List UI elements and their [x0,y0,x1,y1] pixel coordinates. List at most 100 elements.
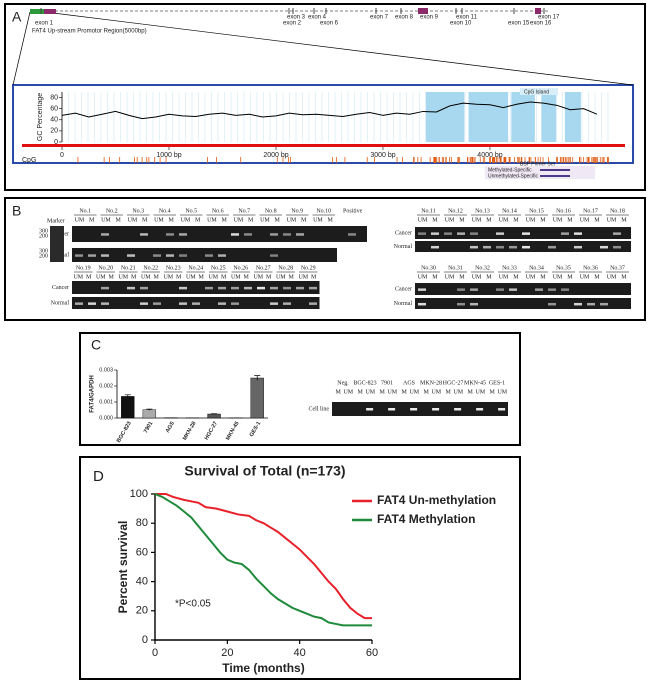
error-bar [211,413,218,415]
unmethylated-label: Unmethylated-Specific [488,173,539,179]
lane-label: M [115,217,121,223]
gel-band [166,254,174,257]
lane-label: M [621,274,627,280]
lane-label: UM [499,217,509,223]
lane-label: UM [365,389,375,395]
gel-band [140,286,148,290]
sample-label: No.4 [159,208,171,214]
lane-label: M [168,217,174,223]
lane-label: M [540,274,546,280]
gel-band [205,286,213,290]
gel-band [348,233,356,236]
lane-label: M [89,217,95,223]
sample-label: No.3 [132,208,144,214]
lane-label: M [357,389,363,395]
gel-band [101,302,109,305]
lane-label: UM [343,389,353,395]
gel-band [231,302,239,305]
lane-label: M [467,389,473,395]
lane-label: M [401,389,407,395]
lane-label: M [594,274,600,280]
exon-label: exon 2 [283,21,302,27]
zoom-line [12,11,31,86]
lane-label: M [327,217,333,223]
sample-label: No.7 [238,208,250,214]
gel-band [457,302,465,306]
lane-label: UM [313,217,323,223]
x-tick-label: 1000 bp [156,152,181,159]
lane-label: UM [208,274,218,280]
promoter-label: FAT4 Up-stream Promotor Region(5000bp) [32,29,147,35]
gel-band [470,302,478,306]
gel-band [127,286,135,290]
gel-band [600,302,608,306]
sample-label: No.12 [448,208,463,214]
sample-label: No.1 [79,208,91,214]
y-tick-label: 20 [136,605,148,617]
x-tick-label: 20 [221,647,233,659]
x-tick-label: 0 [60,152,64,159]
gel-band [296,233,304,236]
sample-label: No.2 [106,208,118,214]
lane-label: M [379,389,385,395]
lane-label: M [221,274,227,280]
lane-label: M [486,274,492,280]
lane-label: M [301,217,307,223]
sample-label: No.8 [265,208,277,214]
primer-label: BSP Primer Set [520,161,556,167]
cpg-label: CpG [22,157,36,164]
lane-label: M [513,217,519,223]
sample-label: No.9 [291,208,303,214]
sample-label: 7901 [381,380,393,386]
sample-label: No.34 [529,265,544,271]
x-tick-label: MKN-45 [225,421,240,442]
gel-band [600,245,608,249]
size-label: 300 [39,248,48,254]
lane-label: UM [526,274,536,280]
y-tick-label: 20 [50,128,58,135]
lane-label: M [248,217,254,223]
y-tick-label: 80 [136,517,148,529]
panel-label: B [12,203,21,219]
sample-label: No.13 [475,208,490,214]
gel-band [218,286,226,290]
sample-label: No.32 [475,265,490,271]
size-label: 200 [39,233,48,239]
sample-label: No.30 [421,265,436,271]
lane-label: UM [497,389,507,395]
lane-label: UM [128,217,138,223]
gel-band [127,254,135,257]
gel-band [432,408,440,411]
gel-band [574,232,582,235]
gel-band [431,232,439,235]
sample-label: No.18 [610,208,625,214]
gel [332,402,508,416]
gel-band [444,232,452,235]
panel-label: D [93,468,104,485]
row-label: Cell line [309,406,330,412]
y-tick-label: 80 [50,94,58,101]
exon-label: exon 11 [456,15,478,21]
lane-label: M [567,274,573,280]
y-tick-label: 60 [50,106,58,113]
lane-label: M [176,274,182,280]
lane-label: UM [445,274,455,280]
y-tick-label: 0.003 [99,367,113,373]
lane-label: UM [445,217,455,223]
lane-label: M [432,274,438,280]
lane-label: M [221,217,227,223]
gel-band [270,286,278,290]
sample-label: No.31 [448,265,463,271]
gel [72,281,320,294]
lane-label: UM [409,389,419,395]
row-label: Cancer [52,285,69,291]
bar [142,409,157,419]
lane-label: UM [580,274,590,280]
gel-band [153,254,161,257]
gel-band [257,286,265,290]
sample-label: HGC-27 [443,380,464,386]
gel-band [366,408,374,411]
exon-label: exon 17 [538,15,560,21]
lane-label: M [594,217,600,223]
gel-band [270,233,278,236]
